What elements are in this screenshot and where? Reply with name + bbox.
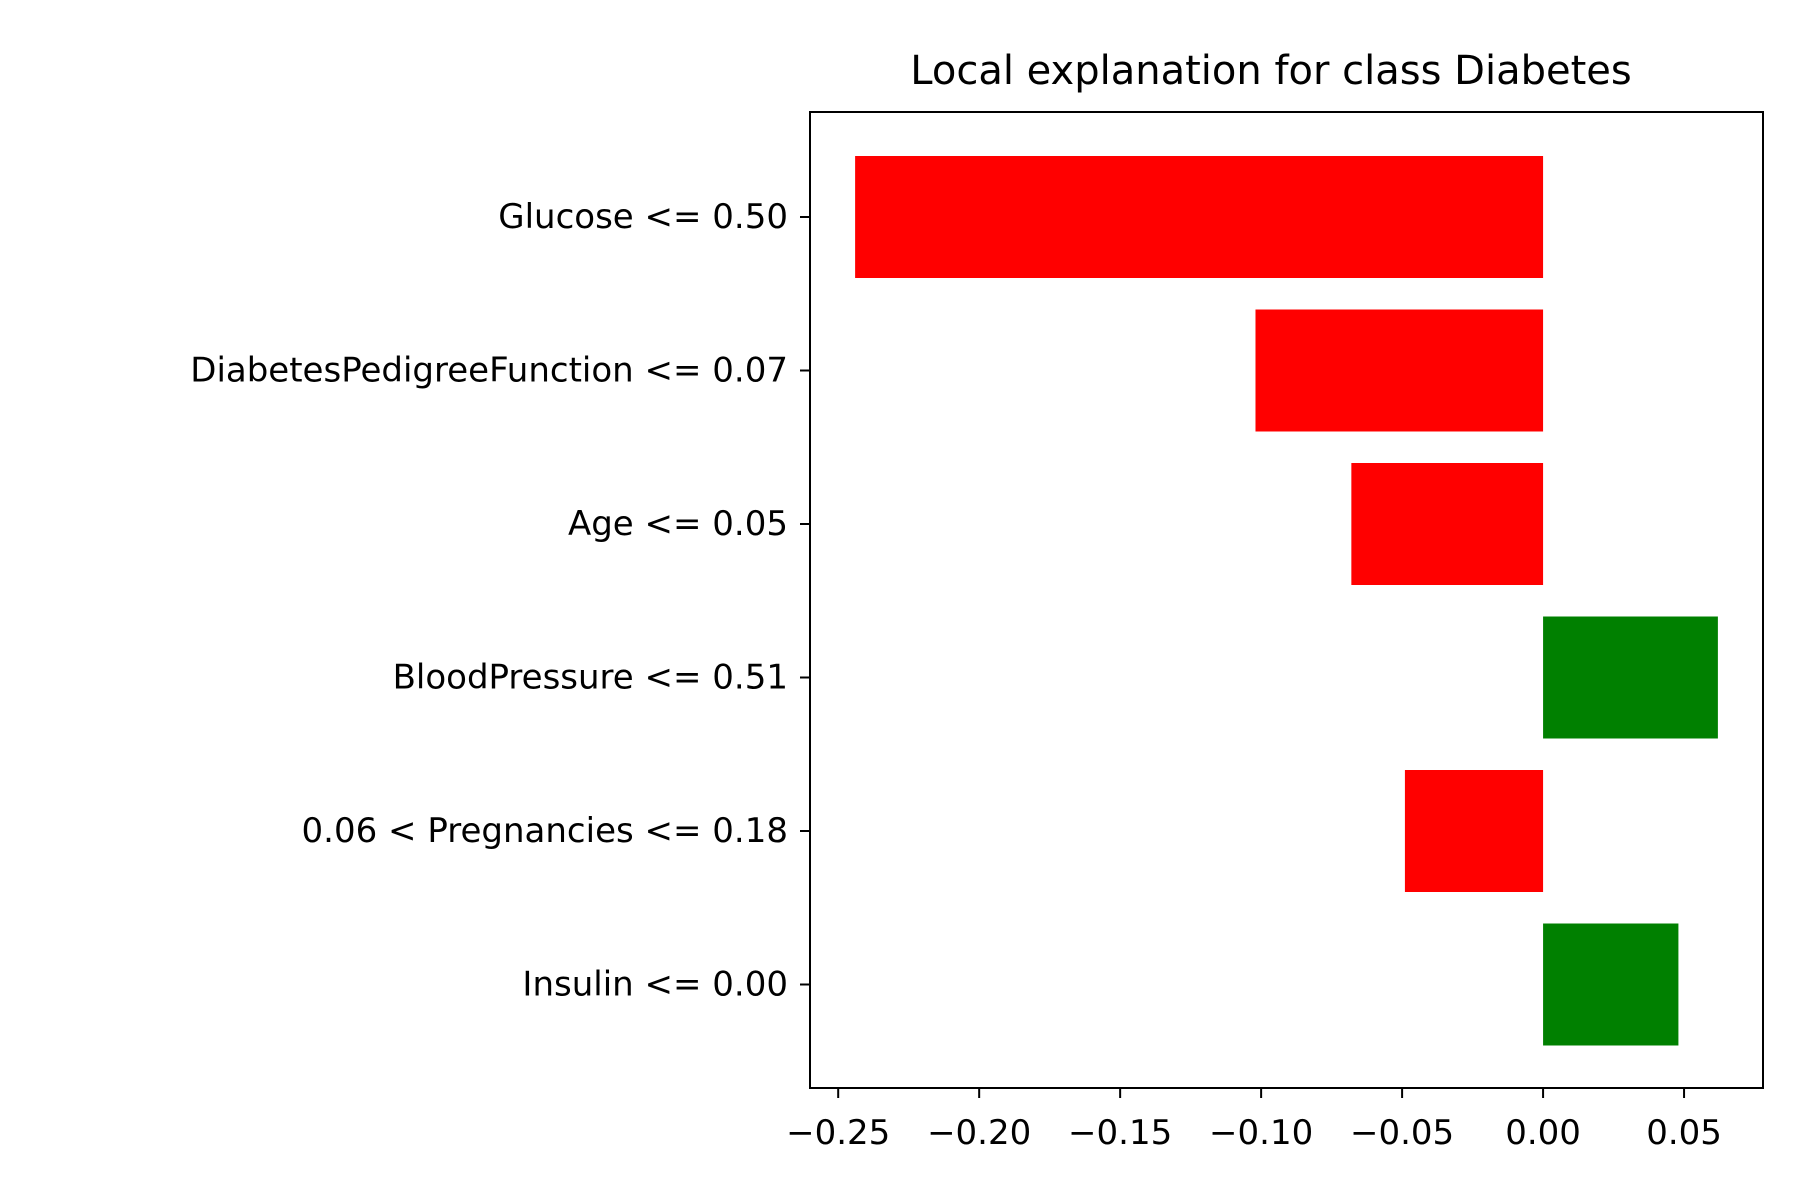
y-tick-label: BloodPressure <= 0.51 <box>393 658 788 698</box>
bar <box>1404 770 1544 892</box>
y-tick-label: DiabetesPedigreeFunction <= 0.07 <box>190 351 788 391</box>
bar <box>855 156 1544 278</box>
x-tick-label: −0.05 <box>1350 1113 1454 1153</box>
y-axis: Glucose <= 0.50 DiabetesPedigreeFunction … <box>190 197 810 1005</box>
bar <box>1255 309 1544 432</box>
bar <box>1351 463 1544 585</box>
x-tick-label: −0.10 <box>1209 1113 1313 1153</box>
plot-frame <box>809 111 1764 1089</box>
chart-title: Local explanation for class Diabetes <box>910 48 1631 94</box>
y-tick-label: Insulin <= 0.00 <box>522 965 788 1005</box>
bar <box>1543 923 1679 1046</box>
y-tick-label: Age <= 0.05 <box>568 504 788 544</box>
x-tick-label: 0.00 <box>1505 1113 1581 1153</box>
y-tick-label: 0.06 < Pregnancies <= 0.18 <box>302 811 788 851</box>
x-axis: −0.25 −0.20 −0.15 −0.10 −0.05 0.00 0.05 <box>786 1088 1722 1153</box>
x-tick-label: −0.15 <box>1068 1113 1172 1153</box>
y-tick-label: Glucose <= 0.50 <box>498 197 788 237</box>
bars-group <box>855 156 1718 1046</box>
x-tick-label: −0.20 <box>927 1113 1031 1153</box>
bar <box>1543 616 1718 739</box>
x-tick-label: −0.25 <box>786 1113 890 1153</box>
x-tick-label: 0.05 <box>1646 1113 1722 1153</box>
